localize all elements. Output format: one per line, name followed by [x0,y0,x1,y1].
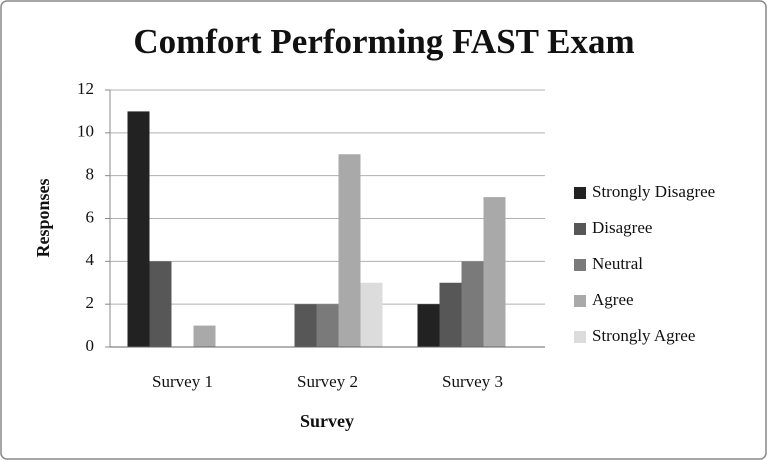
legend-swatch [574,187,586,199]
y-tick-label: 2 [86,293,95,312]
bar [149,261,172,347]
bar [360,282,383,347]
y-tick-label: 8 [86,165,95,184]
bar [193,325,216,347]
x-tick-label: Survey 3 [442,372,503,391]
legend-label: Strongly Disagree [592,182,715,201]
x-axis-label: Survey [300,411,354,431]
y-tick-label: 4 [86,250,95,269]
bar [417,304,440,347]
legend-swatch [574,331,586,343]
y-tick-label: 10 [77,122,94,141]
legend-swatch [574,259,586,271]
y-axis-label: Responses [33,178,53,257]
legend-swatch [574,295,586,307]
x-tick-label: Survey 2 [297,372,358,391]
bar [338,154,361,347]
bar [316,304,339,347]
y-tick-label: 6 [86,207,95,226]
chart-title: Comfort Performing FAST Exam [133,22,634,61]
legend-label: Agree [592,290,634,309]
bar [461,261,484,347]
bar [483,197,506,347]
bar [294,304,317,347]
y-tick-label: 12 [77,79,94,98]
y-tick-label: 0 [86,336,95,355]
legend-label: Disagree [592,218,652,237]
x-tick-label: Survey 1 [152,372,213,391]
legend-label: Neutral [592,254,643,273]
legend-swatch [574,223,586,235]
bar [127,111,150,348]
bar [439,282,462,347]
legend-label: Strongly Agree [592,326,695,345]
